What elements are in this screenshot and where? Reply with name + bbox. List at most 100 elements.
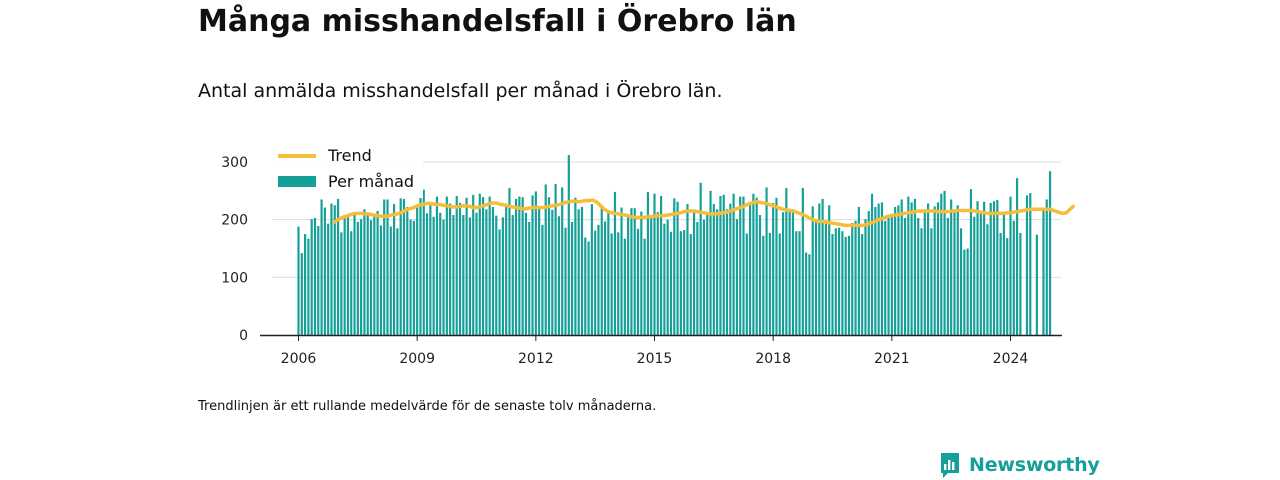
bar (478, 193, 481, 335)
bar (930, 228, 933, 335)
bar (755, 197, 758, 335)
bar (557, 216, 560, 335)
bar (887, 216, 890, 335)
bar (966, 248, 969, 335)
x-tick-label: 2024 (993, 351, 1029, 367)
bar (1012, 220, 1015, 335)
bar (425, 213, 429, 335)
bar (913, 198, 916, 335)
bar (880, 202, 884, 335)
bar (663, 223, 666, 335)
bar (350, 231, 353, 335)
bar (719, 196, 722, 335)
bar (828, 205, 831, 335)
trend-line (333, 198, 1075, 228)
bar (597, 224, 600, 335)
bar (445, 196, 448, 335)
bar (742, 196, 745, 335)
bar (630, 208, 633, 335)
bar (491, 206, 495, 335)
legend: Trend Per månad (271, 142, 423, 198)
x-tick-label: 2012 (518, 351, 554, 367)
bar (313, 217, 317, 335)
bar (907, 196, 910, 335)
bar (999, 232, 1002, 335)
bar (1042, 209, 1045, 335)
bar (482, 197, 485, 335)
bar (692, 212, 696, 335)
brand-name: Newsworthy (969, 454, 1100, 476)
bar (627, 216, 630, 335)
bar (399, 198, 402, 335)
bar (613, 191, 617, 335)
bar (765, 187, 768, 335)
chart-title: Många misshandelsfall i Örebro län (198, 4, 797, 39)
bar (547, 197, 551, 335)
bar (897, 205, 900, 335)
bar (788, 211, 791, 335)
bar (574, 197, 577, 335)
bar (353, 215, 356, 335)
bar (472, 194, 475, 335)
bar (571, 221, 574, 335)
bar (834, 228, 837, 335)
bar (940, 193, 943, 335)
bar (524, 212, 528, 335)
bar (923, 209, 926, 335)
bar (874, 206, 877, 335)
bar (577, 209, 580, 335)
bar (903, 217, 907, 335)
bar (666, 219, 669, 335)
bar (857, 206, 860, 335)
bar (933, 206, 936, 335)
bar (393, 204, 396, 335)
bar (683, 230, 686, 335)
bar (429, 205, 432, 335)
bar (646, 191, 649, 335)
bar (861, 234, 864, 335)
bar (452, 215, 455, 335)
bar (890, 213, 893, 335)
x-tick-label: 2009 (399, 351, 435, 367)
bar (307, 238, 310, 335)
bar (973, 216, 976, 335)
bar (653, 193, 656, 335)
bar (805, 252, 808, 335)
legend-label-trend: Trend (327, 146, 372, 165)
bar (650, 216, 653, 335)
axes: 0 100 200 300 2006 2009 2012 2015 2018 2021 2024 (221, 155, 1062, 367)
bar (636, 228, 640, 335)
bar (297, 226, 300, 335)
legend-background (271, 142, 423, 198)
bar (320, 199, 323, 335)
bar (511, 215, 514, 335)
bar (330, 203, 333, 335)
bar (920, 228, 923, 335)
bar (798, 231, 801, 335)
bar (752, 193, 755, 335)
bar (514, 198, 518, 335)
y-tick-label: 300 (221, 155, 248, 171)
bar (778, 233, 781, 335)
bar (986, 224, 989, 335)
bar (1009, 196, 1012, 335)
bar (775, 197, 778, 335)
bar (1035, 234, 1038, 335)
bar (468, 217, 471, 335)
x-tick-label: 2006 (281, 351, 317, 367)
bar (870, 193, 874, 335)
bar (762, 235, 765, 335)
bar (699, 182, 702, 335)
chart-subtitle: Antal anmälda misshandelsfall per månad … (198, 80, 723, 102)
bar (669, 231, 673, 335)
bar (712, 204, 715, 335)
legend-bar-swatch (278, 176, 316, 187)
bar (894, 206, 897, 335)
bar (969, 189, 973, 335)
bar (725, 209, 729, 335)
bar (366, 213, 369, 335)
bar (594, 230, 597, 335)
bar (838, 227, 841, 335)
bar (505, 206, 508, 335)
bar (854, 220, 857, 335)
